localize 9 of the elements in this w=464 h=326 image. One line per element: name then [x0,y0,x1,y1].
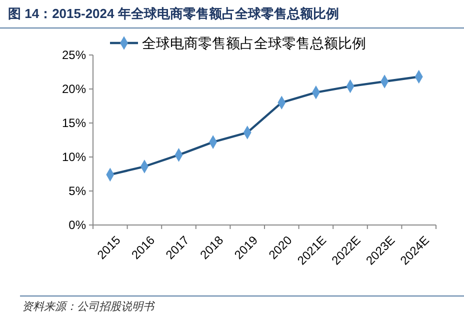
y-tick-label: 5% [68,184,86,198]
y-tick-label: 25% [62,48,86,62]
y-tick-label: 20% [62,82,86,96]
legend-label: 全球电商零售额占全球零售总额比例 [142,34,366,51]
text: 资料来源：公司招股说明书 [22,300,156,313]
y-tick-label: 15% [62,116,86,130]
y-tick-label: 0% [68,218,86,232]
chart-title: 图 14：2015-2024 年全球电商零售额占全球零售总额比例 [8,6,339,21]
y-tick-label: 10% [62,150,86,164]
